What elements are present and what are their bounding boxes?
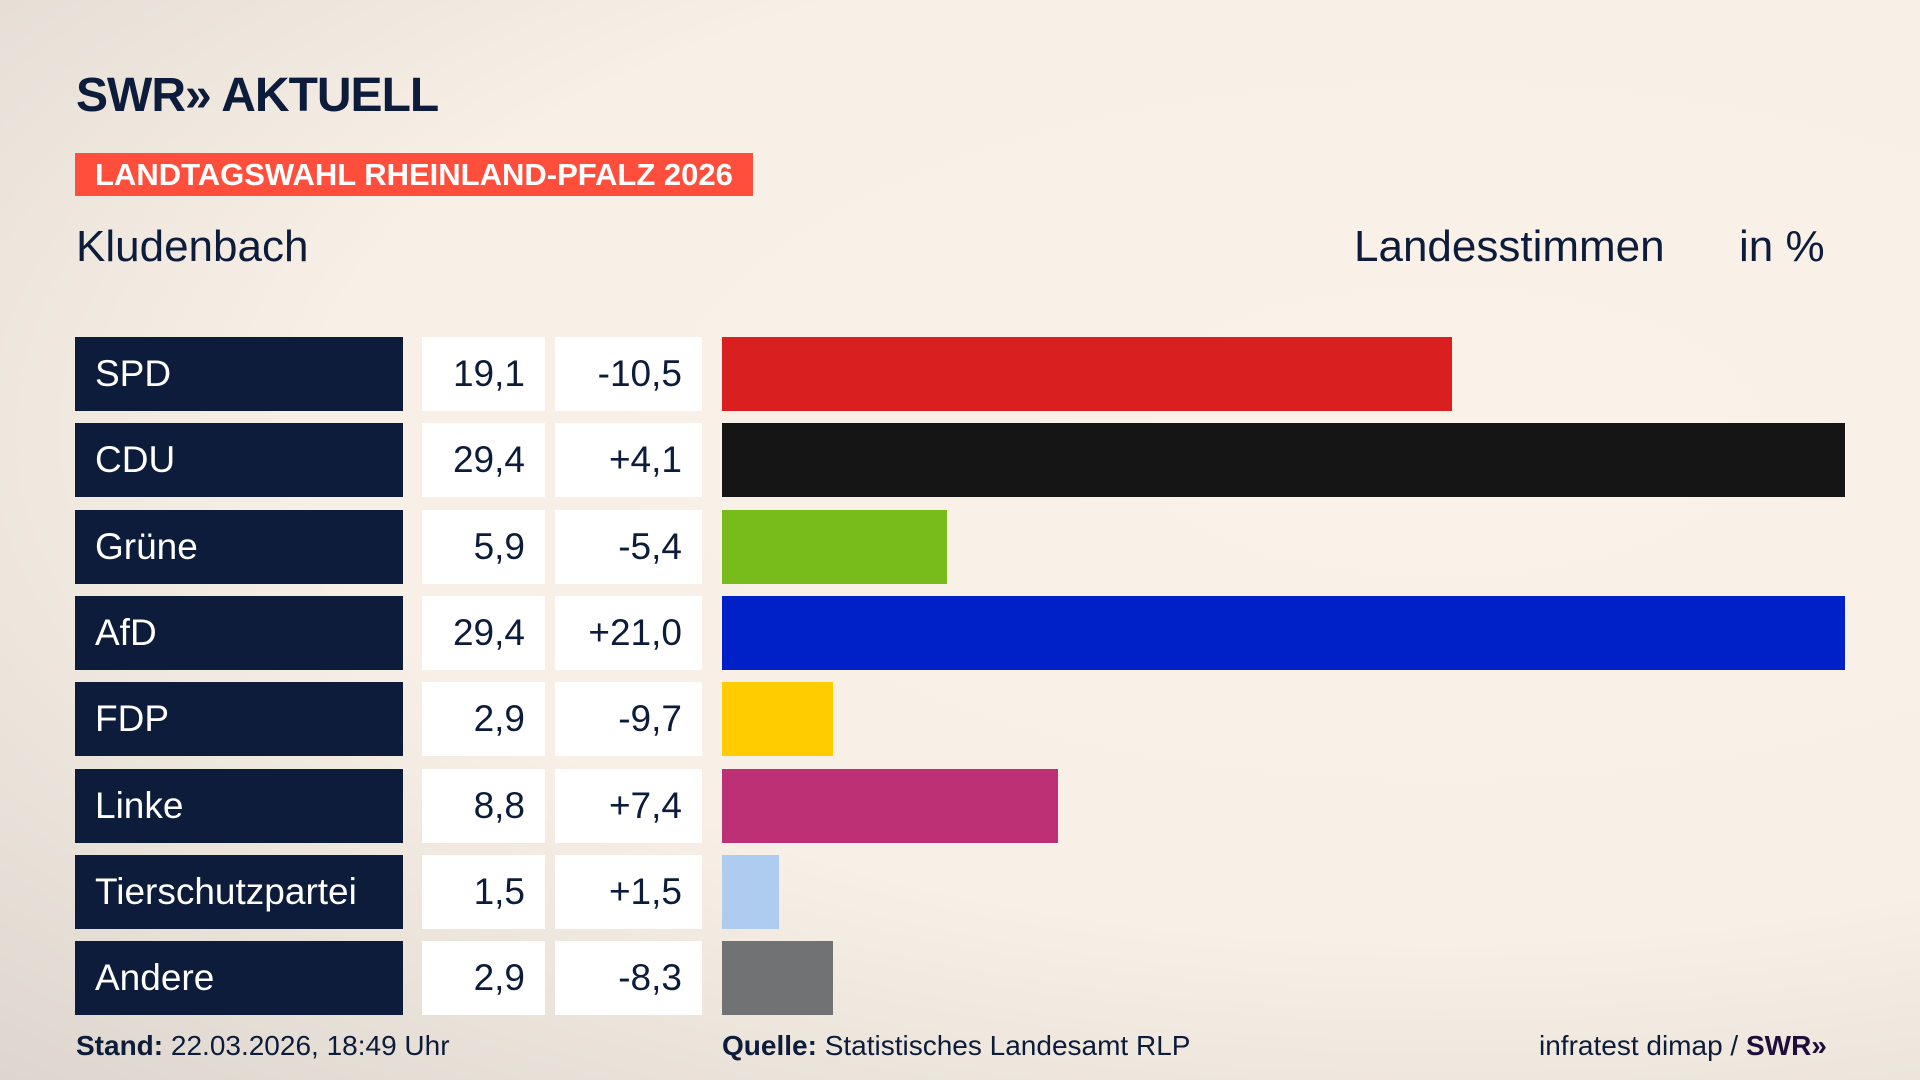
party-label: CDU (75, 423, 403, 498)
swr-aktuell-logo: SWR» AKTUELL (76, 69, 439, 122)
bar (722, 509, 948, 584)
vote-share: 2,9 (422, 941, 545, 1016)
vote-share: 2,9 (422, 682, 545, 757)
vote-change: +4,1 (555, 423, 702, 498)
vote-share: 29,4 (422, 423, 545, 498)
swr-small-logo: SWR» (1745, 1030, 1827, 1061)
source: Quelle: Statistisches Landesamt RLP (722, 1030, 1190, 1062)
vote-share: 19,1 (422, 337, 545, 411)
vote-share: 5,9 (422, 509, 545, 584)
party-label: FDP (75, 682, 403, 757)
vote-change: -10,5 (555, 337, 702, 411)
party-label: Tierschutzpartei (75, 854, 403, 929)
bar (722, 423, 1845, 498)
vote-change: -5,4 (555, 509, 702, 584)
timestamp: Stand: 22.03.2026, 18:49 Uhr (76, 1030, 450, 1062)
stand-label: Stand: (76, 1030, 164, 1061)
source-label: Quelle: (722, 1030, 817, 1061)
bar (722, 768, 1059, 843)
stand-value: 22.03.2026, 18:49 Uhr (170, 1030, 450, 1061)
party-label: Grüne (75, 509, 403, 584)
region-title: Kludenbach (76, 222, 309, 271)
unit-label: in % (1739, 222, 1825, 271)
source-value: Statistisches Landesamt RLP (824, 1030, 1191, 1061)
vote-share: 8,8 (422, 768, 545, 843)
credit: infratest dimap / SWR» (1539, 1030, 1827, 1062)
bar (722, 682, 833, 757)
party-label: Linke (75, 768, 403, 843)
vote-change: +21,0 (555, 595, 702, 670)
bar (722, 854, 780, 929)
party-label: Andere (75, 941, 403, 1016)
bar (722, 941, 833, 1016)
vote-change: -9,7 (555, 682, 702, 757)
credit-text: infratest dimap / (1539, 1030, 1746, 1061)
election-banner: LANDTAGSWAHL RHEINLAND-PFALZ 2026 (75, 153, 753, 196)
vote-change: -8,3 (555, 941, 702, 1016)
vote-change: +1,5 (555, 854, 702, 929)
party-label: AfD (75, 595, 403, 670)
vote-share: 1,5 (422, 854, 545, 929)
party-label: SPD (75, 337, 403, 411)
vote-share: 29,4 (422, 595, 545, 670)
vote-type-label: Landesstimmen (1354, 222, 1665, 271)
bar (722, 595, 1845, 670)
bar (722, 337, 1452, 411)
vote-change: +7,4 (555, 768, 702, 843)
